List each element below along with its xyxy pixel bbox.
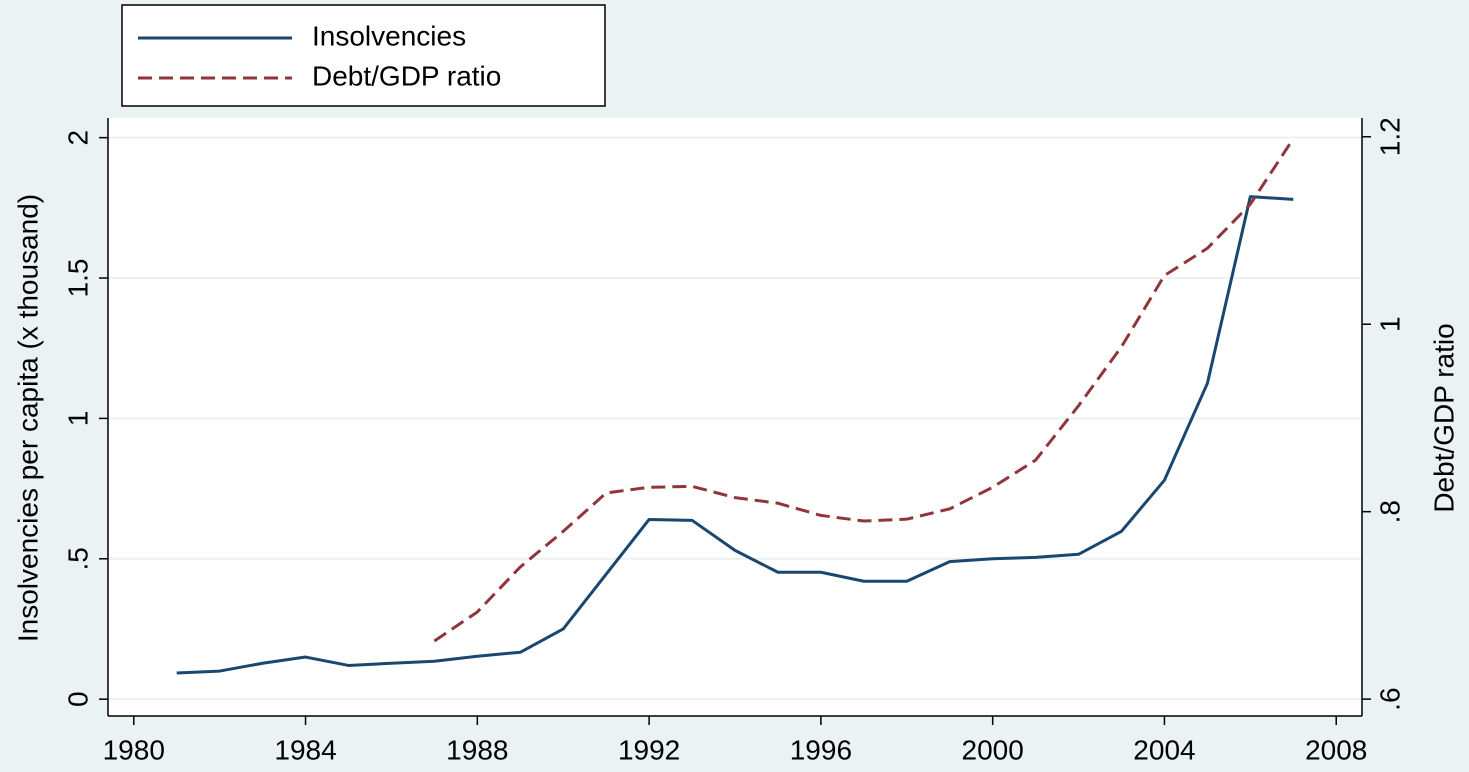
legend-box	[121, 4, 606, 107]
y2-tick-label: .8	[1374, 500, 1405, 523]
x-tick-label: 2000	[962, 734, 1024, 765]
x-tick-label: 1996	[790, 734, 852, 765]
y2-tick-label: 1.2	[1374, 117, 1405, 156]
data-line	[176, 195, 1294, 675]
y-axis-title: Insolvencies per capita (x thousand)	[12, 194, 43, 642]
y-tick-label: 2	[62, 130, 93, 146]
plot-area	[108, 118, 1362, 716]
legend-label: Debt/GDP ratio	[312, 60, 501, 91]
x-tick-label: 1984	[274, 734, 336, 765]
y-tick-label: .5	[62, 547, 93, 570]
x-tick-label: 2008	[1305, 734, 1367, 765]
x-tick-label: 1988	[446, 734, 508, 765]
y2-tick-label: 1	[1374, 316, 1405, 332]
data-line	[433, 137, 1295, 643]
x-tick-label: 1992	[618, 734, 680, 765]
x-tick-label: 2004	[1133, 734, 1195, 765]
y-tick-label: 0	[62, 691, 93, 707]
y2-tick-label: .6	[1374, 687, 1405, 710]
y2-axis-title: Debt/GDP ratio	[1428, 323, 1459, 512]
legend-label: Insolvencies	[312, 20, 466, 51]
x-tick-label: 1980	[103, 734, 165, 765]
y-tick-label: 1.5	[62, 259, 93, 298]
y-tick-label: 1	[62, 411, 93, 427]
